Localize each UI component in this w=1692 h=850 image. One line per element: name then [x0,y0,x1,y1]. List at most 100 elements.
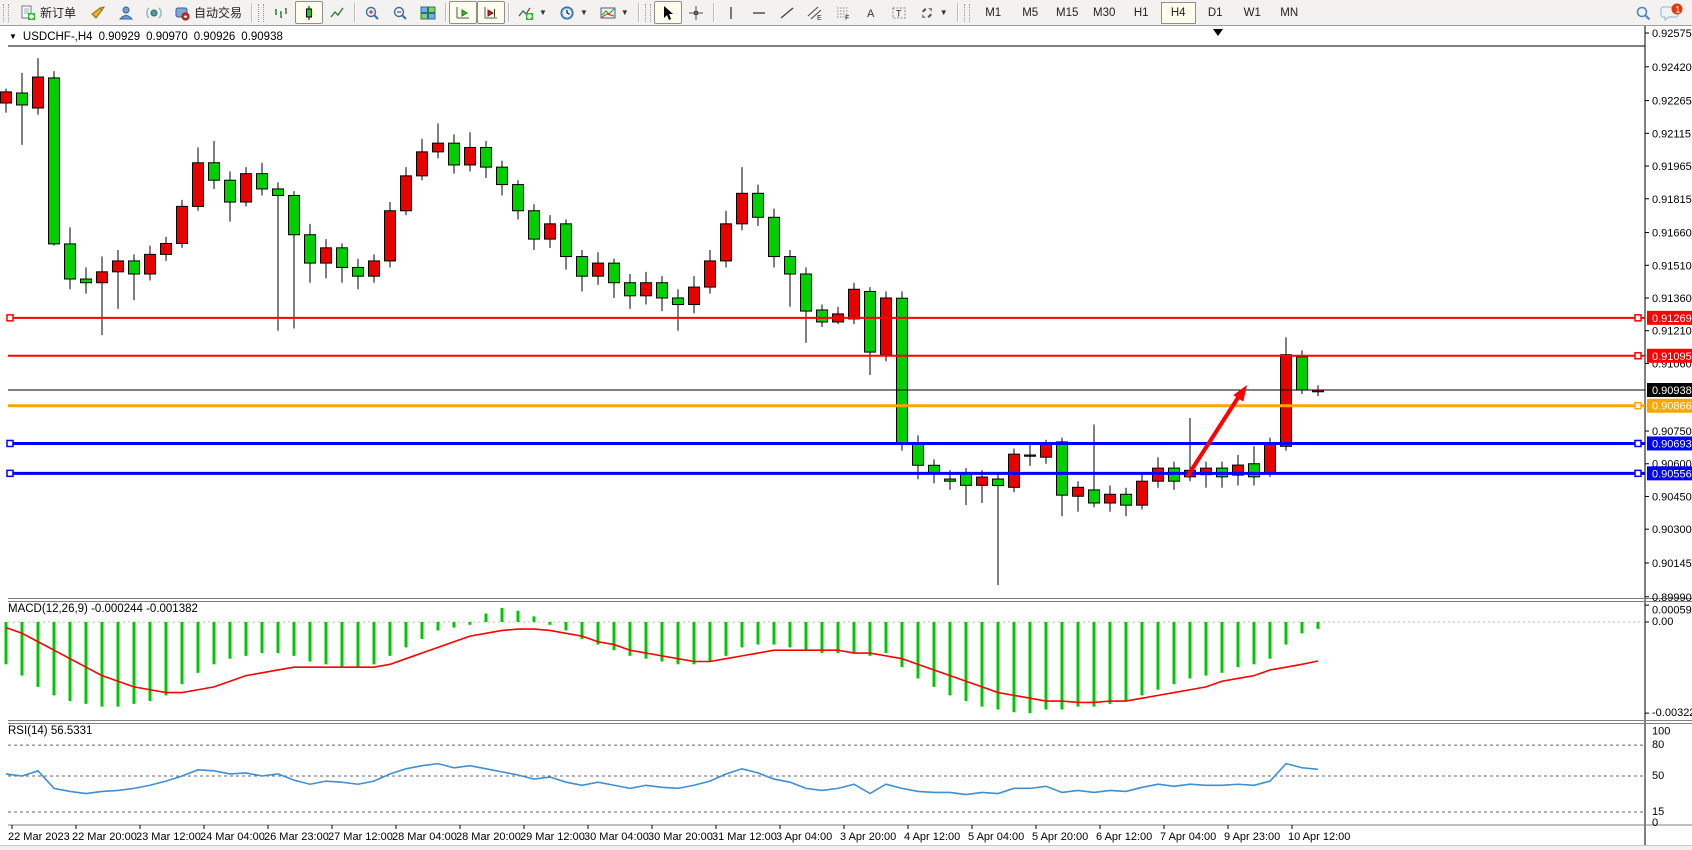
time-tick: 10 Apr 12:00 [1288,831,1350,843]
price-tick: 0.91965 [1652,161,1692,173]
chart-shift-button[interactable] [477,1,506,24]
candle [80,278,92,284]
indicators-button[interactable]: ▼ [512,1,553,24]
ohlc-high: 0.90970 [146,30,188,43]
tf-button-H4[interactable]: H4 [1160,1,1196,24]
candle [64,243,76,280]
tf-button-M5[interactable]: M5 [1022,6,1039,19]
auto-scroll-button[interactable] [449,1,478,24]
trendline-button[interactable] [773,1,801,24]
candle [768,216,780,258]
bar-chart-icon [273,5,289,21]
price-badge: 0.90866 [1652,401,1692,413]
candle [1104,493,1116,504]
chart-area[interactable]: 0.92575 0.92420 0.92265 0.92115 0.91965 0.918… [0,26,1692,850]
signal-button[interactable] [140,1,168,24]
price-tick: 0.90750 [1652,426,1692,438]
candle [208,162,220,181]
arrows-button[interactable]: ▼ [913,1,954,24]
time-tick: 22 Mar 2023 [8,831,70,843]
tf-button-H1[interactable]: H1 [1133,6,1149,19]
candle [352,266,364,277]
templates-button[interactable]: ▼ [594,1,635,24]
periods-button[interactable]: ▼ [553,1,594,24]
chat-icon[interactable]: 1 [1660,3,1684,23]
tf-button-MN[interactable]: MN [1280,6,1299,19]
text-label-icon: T [891,5,907,21]
candle [784,256,796,275]
toolbar: 新订单 自动交易 [0,0,1692,26]
bar-chart-button[interactable] [267,1,295,24]
auto-trading-label: 自动交易 [194,6,243,20]
candle [1008,453,1020,488]
line-chart-button[interactable] [323,1,351,24]
candle [1296,356,1308,391]
tile-windows-button[interactable] [414,1,442,24]
candle [16,92,28,106]
horizontal-line-button[interactable] [745,1,773,24]
candle [448,142,460,166]
rsi-tick: 0 [1652,817,1658,829]
text-button[interactable]: A [857,1,885,24]
candle [864,290,876,353]
candlestick-chart-icon [301,5,317,21]
shift-marker-icon [1213,29,1223,36]
fibonacci-button[interactable]: F [829,1,857,24]
candle [48,77,60,245]
macd-value: -0.000244 [91,603,143,615]
zoom-in-button[interactable] [358,1,386,24]
chart-canvas[interactable]: 0.92575 0.92420 0.92265 0.92115 0.91965 0.918… [0,26,1692,850]
candle [896,297,908,445]
expert-button[interactable] [112,1,140,24]
time-tick: 24 Mar 04:00 [200,831,265,843]
caption-collapse-icon[interactable]: ▼ [9,32,17,41]
text-icon: A [863,5,879,21]
zoom-out-icon [392,5,408,21]
arrows-icon [919,5,935,21]
crosshair-button[interactable] [682,1,710,24]
tile-windows-icon [420,5,436,21]
time-tick: 22 Mar 20:00 [72,831,137,843]
candle [272,188,284,196]
tf-button-D1[interactable]: D1 [1207,6,1223,19]
candle [320,247,332,264]
candle [720,223,732,262]
tf-button-M30[interactable]: M30 [1093,6,1116,19]
equidistant-channel-button[interactable]: E [801,1,829,24]
tf-button-W1[interactable]: W1 [1243,6,1261,19]
time-tick: 5 Apr 04:00 [968,831,1024,843]
candle [544,223,556,240]
zoom-in-icon [364,5,380,21]
zoom-out-button[interactable] [386,1,414,24]
tf-button-M15[interactable]: M15 [1056,6,1079,19]
text-label-button[interactable]: T [885,1,913,24]
candle [1072,486,1084,497]
candle [880,297,892,356]
candle [640,282,652,297]
periods-icon [559,5,575,21]
new-order-button[interactable]: 新订单 [14,1,82,24]
candle [1232,464,1244,476]
price-tick: 0.91815 [1652,194,1692,206]
candle [112,260,124,273]
candlestick-chart-button[interactable] [295,1,324,24]
candle [704,260,716,288]
cursor-button[interactable] [653,1,682,24]
candle [1264,443,1276,473]
time-tick: 4 Apr 12:00 [904,831,960,843]
candle [304,234,316,264]
macd-signal-value: -0.001382 [146,603,198,615]
toolbar-grip[interactable] [3,3,9,22]
vertical-line-button[interactable] [717,1,745,24]
horizontal-line-icon [751,5,767,21]
megaphone-button[interactable] [84,1,112,24]
tf-button-M1[interactable]: M1 [985,6,1002,19]
candle [736,192,748,225]
candle [288,194,300,236]
candle [1280,354,1292,447]
search-icon[interactable] [1634,5,1651,21]
candle [1088,489,1100,504]
notification-badge: 1 [1675,4,1680,14]
price-tick: 0.90300 [1652,524,1692,536]
auto-trading-button[interactable]: 自动交易 [168,1,248,24]
